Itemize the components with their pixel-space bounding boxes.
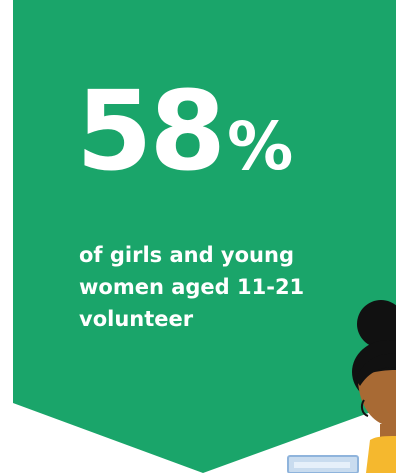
stat-number: 58 [76,67,226,195]
stat-percent-sign: % [227,108,294,185]
hair-bun [357,300,396,348]
hair-fringe [356,353,396,386]
neck [380,424,396,440]
shirt [366,436,396,473]
girl-with-laptop-illustration [287,300,396,473]
stat-headline: 58% [76,76,293,186]
stat-caption: of girls and young women aged 11-21 volu… [79,243,305,331]
face [358,370,396,426]
